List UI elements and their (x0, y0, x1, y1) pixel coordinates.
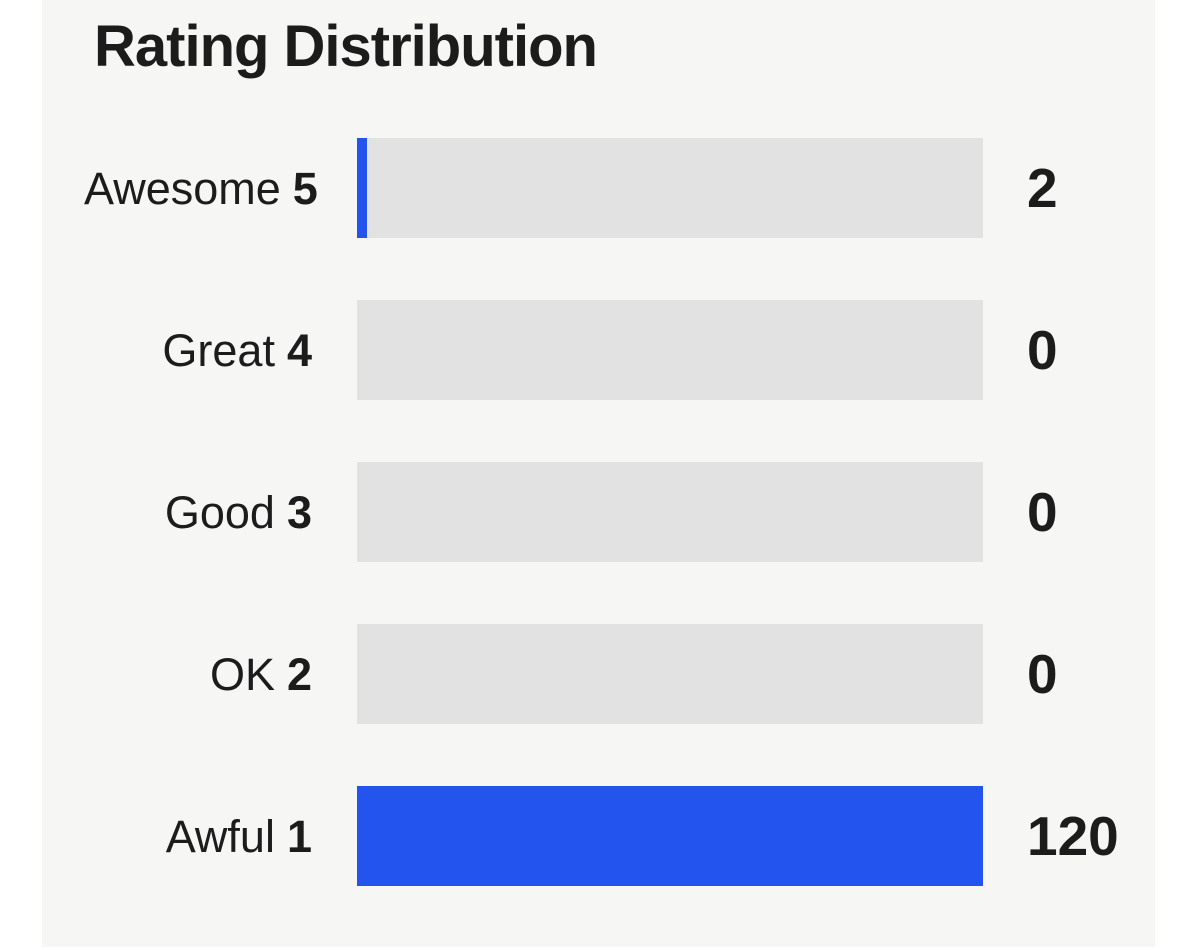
rating-label-text: Awful (165, 810, 275, 862)
rating-label-text: Good (164, 486, 275, 538)
rating-label-number: 2 (286, 648, 312, 700)
rating-row-awesome: Awesome 5 2 (42, 138, 1155, 238)
rating-label-number: 5 (292, 162, 318, 214)
rating-label: Awful 1 (84, 814, 312, 859)
rating-distribution-panel: Rating Distribution Awesome 5 2 Great 4 0 … (42, 0, 1155, 947)
rating-label-number: 4 (286, 324, 312, 376)
rating-bar-track (357, 300, 983, 400)
rating-bar-fill (357, 786, 983, 886)
rating-label-number: 1 (286, 810, 312, 862)
chart-title: Rating Distribution (94, 14, 598, 79)
rating-bar-track (357, 138, 983, 238)
rating-row-awful: Awful 1 120 (42, 786, 1155, 886)
rating-bar-track (357, 624, 983, 724)
rating-bar-fill (357, 138, 368, 238)
rating-count: 0 (1027, 480, 1058, 543)
rating-count: 0 (1027, 318, 1058, 381)
rating-bar-track (357, 462, 983, 562)
rating-bar-track (357, 786, 983, 886)
rating-row-good: Good 3 0 (42, 462, 1155, 562)
rating-count: 0 (1027, 642, 1058, 705)
rating-label-number: 3 (286, 486, 312, 538)
rating-label: OK 2 (84, 652, 312, 697)
rating-label: Great 4 (84, 328, 312, 373)
rating-count: 120 (1027, 804, 1119, 867)
rating-label: Awesome 5 (84, 162, 318, 214)
chart-rows: Awesome 5 2 Great 4 0 Good 3 0 (42, 138, 1155, 886)
rating-row-great: Great 4 0 (42, 300, 1155, 400)
rating-count: 2 (1027, 156, 1058, 219)
rating-label-text: OK (209, 648, 275, 700)
rating-label: Good 3 (84, 490, 312, 535)
rating-label-text: Great (162, 324, 275, 376)
rating-label-text: Awesome (84, 162, 281, 214)
rating-row-ok: OK 2 0 (42, 624, 1155, 724)
